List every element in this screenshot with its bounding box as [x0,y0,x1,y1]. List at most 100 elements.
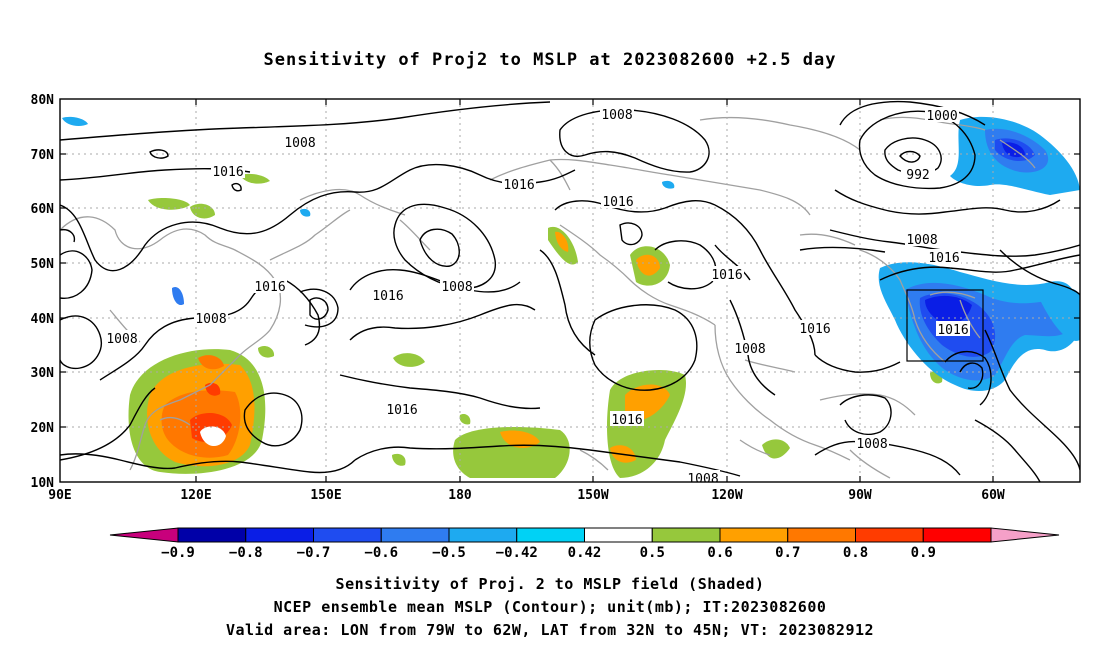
negative-sensitivity-area [662,180,675,189]
contour-value-label: 1016 [799,322,830,337]
contour-label-background [733,340,767,355]
colorbar-swatch [922,527,992,543]
colorbar-swatch [516,527,585,543]
longitude-tick-label: 150E [310,488,341,503]
longitude-tick-label: 120E [180,488,211,503]
contour-label-background [905,231,939,246]
latitude-tick-label: 40N [31,312,55,327]
latitude-tick-label: 20N [31,421,55,436]
longitude-tick-label: 60W [981,488,1005,503]
contour-value-label: 1008 [734,342,765,357]
positive-sensitivity-area [555,231,569,252]
latitude-tick-label: 80N [31,93,55,108]
footer-line-2: NCEP ensemble mean MSLP (Contour); unit(… [273,598,827,616]
contour-value-label: 1008 [441,280,472,295]
contour-value-label: 1016 [254,280,285,295]
plot-frame [59,98,1081,483]
contour-label-background [211,163,245,178]
contour-value-label: 1016 [711,268,742,283]
contour-label-background [855,435,889,450]
contour-label-background [927,249,961,264]
negative-sensitivity-area [62,116,88,126]
contour-value-label: 1008 [195,312,226,327]
positive-sensitivity-area [393,353,425,367]
contour-label-background [710,266,744,281]
contour-label-background [936,321,970,336]
sensitivity-shading [62,116,1080,478]
contour-labels: 1008 1008 1016 1016 1008 1008 1016 1016 1008 1016… [105,106,970,487]
positive-sensitivity-area [198,355,224,370]
latitude-tick-label: 60N [31,202,55,217]
contour-label-background [601,193,635,208]
contour-value-label: 1016 [611,413,642,428]
axis-ticks [60,99,1080,482]
footer-line-3: Valid area: LON from 79W to 62W, LAT fro… [225,621,875,639]
contour-value-label: 1008 [906,233,937,248]
contour-label-background [600,106,634,121]
positive-sensitivity-area [453,427,570,478]
colorbar-tick-label: −0.42 [496,545,538,561]
positive-sensitivity-area [636,254,660,276]
map-title: Sensitivity of Proj2 to MSLP at 20230826… [263,50,837,70]
contour-label-background [686,470,720,482]
colorbar-swatch [448,527,518,543]
colorbar-high-arrow [990,527,1060,543]
positive-sensitivity-area [190,203,215,219]
contour-value-label: 1016 [937,323,968,338]
colorbar-tick-label: −0.9 [161,545,195,561]
colorbar-tick-label: −0.7 [297,545,331,561]
contour-label-background [925,107,959,122]
longitude-tick-label: 120W [711,488,742,503]
contour-value-label: 1008 [106,332,137,347]
positive-sensitivity-area [459,414,471,425]
contour-label-background [502,176,536,191]
contour-label-background [440,278,474,293]
positive-sensitivity-area [762,439,790,459]
colorbar-tick-label: 0.8 [843,545,868,561]
contour-value-label: 1016 [386,403,417,418]
colorbar-low-arrow [109,527,179,543]
contour-value-label: 1008 [601,108,632,123]
latitude-tick-label: 70N [31,148,55,163]
colorbar-swatch [651,527,721,543]
contour-label-background [253,278,287,293]
contour-value-label: 1016 [602,195,633,210]
colorbar-labels: −0.9 −0.8 −0.7 −0.6 −0.5 −0.42 0.42 0.5 0.6 0.7 0.… [161,545,936,561]
colorbar-tick-label: −0.5 [432,545,466,561]
contour-value-label: 1000 [926,109,957,124]
colorbar-tick-label: −0.8 [229,545,263,561]
positive-sensitivity-area [392,453,406,466]
contour-label-background [194,310,228,325]
negative-sensitivity-area [172,286,184,306]
contour-label-background [385,401,419,416]
positive-sensitivity-area [258,345,275,358]
contour-label-background [610,411,644,426]
negative-sensitivity-area [925,295,972,325]
colorbar-swatch [245,527,314,543]
colorbar-tick-label: 0.42 [568,545,602,561]
positive-sensitivity-area [200,426,226,447]
colorbar-tick-label: 0.5 [640,545,665,561]
negative-sensitivity-area [300,208,311,217]
contour-label-background [283,134,317,149]
contour-label-background [371,287,405,302]
mslp-contours [60,100,1080,482]
colorbar-tick-label: 0.7 [775,545,800,561]
contour-value-label: 1016 [503,178,534,193]
colorbar-tick-label: −0.6 [364,545,398,561]
positive-sensitivity-area [240,173,270,184]
colorbar-swatch [177,527,247,543]
colorbar [109,527,1060,543]
contour-value-label: 1016 [372,289,403,304]
longitude-tick-label: 90W [848,488,872,503]
contour-label-background [798,320,832,335]
latitude-labels: 80N 70N 60N 50N 40N 30N 20N 10N [31,93,55,491]
colorbar-swatch [719,527,789,543]
colorbar-swatch [584,527,653,543]
longitude-labels: 90E 120E 150E 180 150W 120W 90W 60W [48,488,1005,503]
colorbar-tick-label: 0.9 [911,545,936,561]
contour-value-label: 1008 [687,472,718,487]
longitude-tick-label: 180 [448,488,472,503]
colorbar-swatch [380,527,450,543]
